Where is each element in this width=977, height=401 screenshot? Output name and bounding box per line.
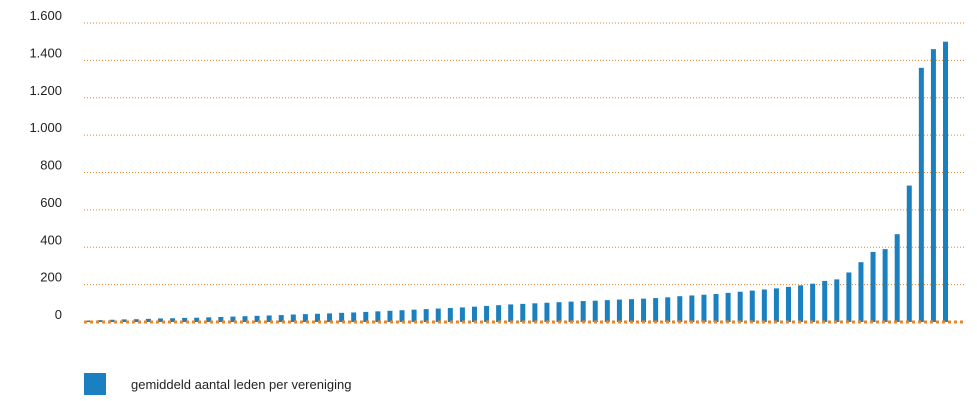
bar <box>170 318 176 322</box>
bar <box>387 310 393 322</box>
bar <box>665 297 671 322</box>
bar <box>121 319 127 322</box>
bar <box>689 295 695 322</box>
bar <box>761 289 767 322</box>
bar <box>906 185 912 322</box>
bar <box>97 320 103 322</box>
bar <box>206 317 212 322</box>
bars <box>85 41 948 322</box>
bar <box>302 314 308 322</box>
bar <box>701 294 707 322</box>
bar <box>737 291 743 322</box>
y-tick-label: 1.200 <box>29 83 62 98</box>
bar <box>484 305 490 322</box>
bar <box>882 249 888 322</box>
bar <box>628 299 634 322</box>
bar <box>157 318 163 322</box>
bar <box>447 307 453 322</box>
bar <box>375 311 381 322</box>
legend-swatch <box>84 373 106 395</box>
bar <box>785 286 791 322</box>
bar <box>459 307 465 322</box>
bar <box>471 306 477 322</box>
bar <box>677 296 683 322</box>
bar <box>435 308 441 322</box>
bar <box>411 309 417 322</box>
bar <box>218 316 224 322</box>
bar <box>496 305 502 322</box>
bar <box>351 312 357 322</box>
bar <box>616 299 622 322</box>
y-tick-label: 200 <box>40 270 62 285</box>
bar <box>544 302 550 322</box>
bar <box>930 49 936 322</box>
bar <box>339 312 345 322</box>
y-tick-label: 400 <box>40 232 62 247</box>
bar <box>242 316 248 322</box>
bar <box>520 303 526 322</box>
bar <box>713 293 719 322</box>
y-tick-label: 600 <box>40 195 62 210</box>
bar <box>568 301 574 322</box>
bar <box>858 262 864 322</box>
bar <box>834 279 840 322</box>
legend: gemiddeld aantal leden per vereniging <box>84 373 351 395</box>
bar <box>278 315 284 322</box>
bar <box>604 300 610 322</box>
bar <box>725 292 731 322</box>
bar <box>749 290 755 322</box>
bar <box>423 309 429 322</box>
bar <box>556 302 562 322</box>
y-tick-label: 1.600 <box>29 8 62 23</box>
bar <box>810 283 816 322</box>
bar <box>653 298 659 322</box>
bar <box>508 304 514 322</box>
y-tick-label: 1.400 <box>29 45 62 60</box>
bar <box>314 313 320 322</box>
y-tick-label: 1.000 <box>29 120 62 135</box>
bar <box>145 318 151 322</box>
bar <box>290 314 296 322</box>
bar <box>109 319 115 322</box>
bar <box>399 310 405 322</box>
bar <box>592 300 598 322</box>
bar <box>918 67 924 322</box>
bar <box>266 315 272 322</box>
bar <box>846 272 852 322</box>
bar <box>194 317 200 322</box>
bar <box>580 301 586 322</box>
legend-label: gemiddeld aantal leden per vereniging <box>131 376 352 392</box>
bar <box>327 313 333 322</box>
bar <box>822 280 828 322</box>
y-tick-label: 0 <box>55 307 62 322</box>
y-axis-tick-labels: 0 200 400 600 800 1.000 1.200 1.400 1.600 <box>29 8 62 322</box>
bar <box>182 317 188 322</box>
bar <box>894 234 900 322</box>
gridlines <box>84 22 965 286</box>
bar <box>943 41 948 322</box>
y-tick-label: 800 <box>40 158 62 173</box>
bar <box>85 320 91 322</box>
bar <box>773 288 779 322</box>
bar <box>798 285 804 322</box>
bar-chart: 0 200 400 600 800 1.000 1.200 1.400 1.600 <box>29 8 965 324</box>
bar <box>532 303 538 322</box>
bar <box>363 311 369 322</box>
bar <box>133 319 139 322</box>
bar <box>641 298 647 322</box>
bar <box>230 316 236 322</box>
bar <box>254 315 260 322</box>
bar <box>870 251 876 322</box>
